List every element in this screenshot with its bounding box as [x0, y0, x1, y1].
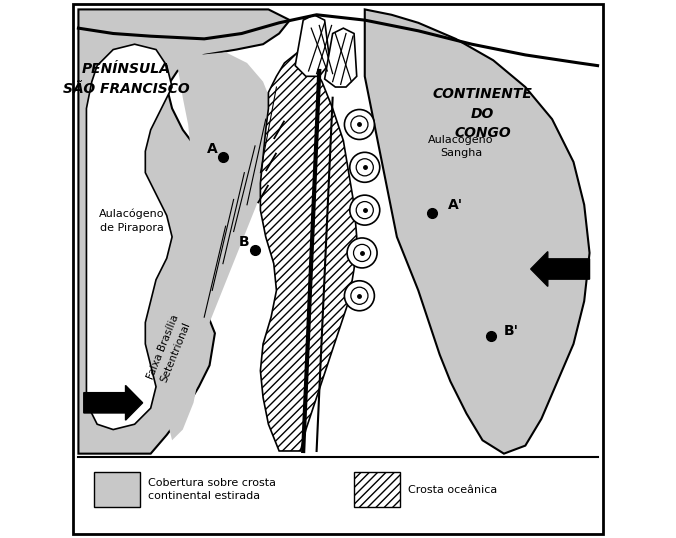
FancyArrow shape	[531, 252, 589, 286]
Text: PENÍNSULA
SÃO FRANCISCO: PENÍNSULA SÃO FRANCISCO	[64, 62, 190, 96]
Polygon shape	[167, 52, 279, 440]
Text: Crosta oceânica: Crosta oceânica	[408, 485, 497, 494]
Text: CONTINENTE
DO
CONGO: CONTINENTE DO CONGO	[433, 87, 533, 140]
Polygon shape	[365, 10, 589, 454]
Text: B': B'	[504, 323, 519, 337]
FancyBboxPatch shape	[73, 4, 603, 534]
Circle shape	[349, 195, 380, 225]
Polygon shape	[295, 15, 330, 76]
Polygon shape	[78, 10, 290, 454]
Circle shape	[349, 152, 380, 182]
Polygon shape	[260, 52, 357, 451]
Text: Faixa Brasília
Setentrional: Faixa Brasília Setentrional	[146, 313, 193, 386]
Circle shape	[345, 110, 375, 139]
Circle shape	[347, 238, 377, 268]
Text: A': A'	[448, 198, 463, 212]
Polygon shape	[324, 28, 357, 87]
Text: B: B	[239, 235, 249, 249]
FancyArrow shape	[84, 385, 143, 420]
Text: Aulacógeno
de Pirapora: Aulacógeno de Pirapora	[99, 209, 165, 232]
Text: Aulacógeno
Sangha: Aulacógeno Sangha	[429, 134, 494, 158]
Text: A: A	[207, 141, 218, 155]
Bar	[354, 472, 400, 507]
Bar	[95, 472, 140, 507]
Text: Cobertura sobre crosta
continental estirada: Cobertura sobre crosta continental estir…	[148, 478, 276, 501]
Circle shape	[345, 281, 375, 311]
Polygon shape	[87, 44, 172, 429]
